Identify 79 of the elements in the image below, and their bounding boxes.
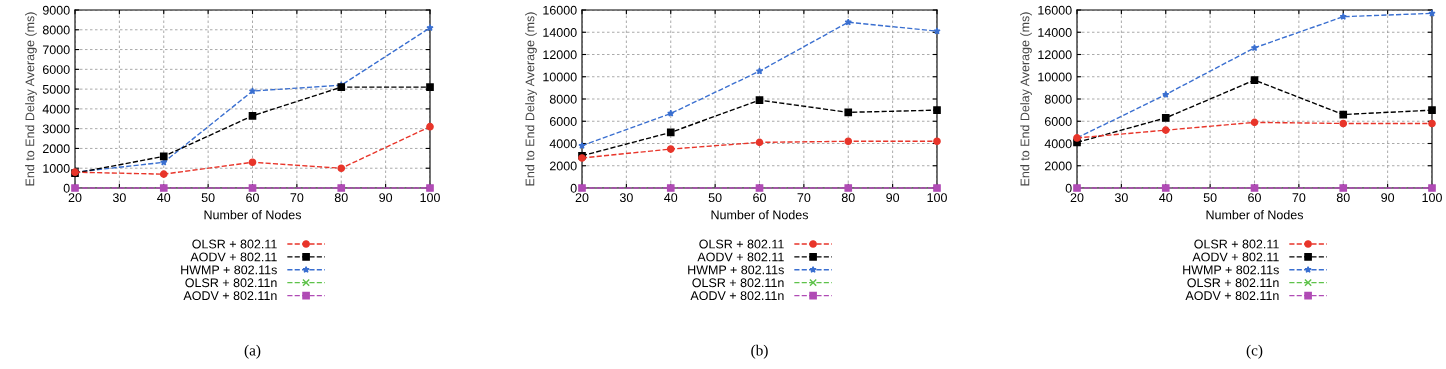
y-tick-label: 2000 [42, 144, 70, 154]
x-tick-label: 50 [708, 193, 722, 203]
legend-label: OLSR + 802.11n [185, 278, 277, 288]
x-tick-label: 80 [334, 193, 348, 203]
legend-label: HWMP + 802.11s [181, 265, 277, 275]
text: (c) [1246, 344, 1263, 359]
x-tick-label: 20 [575, 193, 589, 203]
x-tick-label: 30 [112, 193, 126, 203]
y-tick-label: 14000 [543, 28, 577, 37]
x-tick-label: 100 [420, 193, 440, 203]
y-axis-title: End to End Delay Average (ms) [525, 12, 537, 186]
y-tick-label: 8000 [42, 25, 70, 35]
x-tick-label: 60 [753, 193, 766, 203]
x-tick-label: 40 [1159, 193, 1173, 203]
x-tick-label: 70 [1292, 193, 1306, 203]
legend-label: AODV + 802.11 [1192, 252, 1279, 262]
y-tick-label: 1000 [43, 164, 70, 173]
x-tick-label: 40 [664, 193, 678, 203]
x-tick-label: 90 [886, 193, 900, 203]
y-tick-label: 0 [570, 183, 577, 193]
legend-label: OLSR + 802.11n [692, 278, 784, 288]
y-tick-label: 14000 [1038, 28, 1072, 37]
x-tick-label: 70 [290, 193, 304, 203]
y-tick-label: 2000 [1044, 161, 1072, 171]
legend-label: AODV + 802.11n [183, 291, 277, 301]
y-tick-label: 7000 [42, 45, 70, 55]
y-tick-label: 2000 [549, 161, 577, 171]
x-tick-label: 60 [246, 193, 259, 203]
x-axis-title: Number of Nodes [1206, 210, 1304, 220]
legend-label: OLSR + 802.11n [1187, 278, 1279, 288]
y-tick-label: 6000 [549, 117, 577, 126]
y-tick-label: 12000 [543, 50, 577, 60]
y-tick-label: 4000 [549, 139, 577, 149]
text: (a) [244, 344, 261, 359]
x-tick-label: 90 [1381, 193, 1395, 203]
legend-label: AODV + 802.11 [190, 252, 277, 262]
y-tick-label: 6000 [42, 65, 70, 74]
x-tick-label: 40 [157, 193, 171, 203]
legend-label: OLSR + 802.11 [192, 239, 277, 249]
y-tick-label: 10000 [543, 72, 577, 82]
y-tick-label: 6000 [1044, 117, 1072, 126]
y-tick-label: 0 [1065, 183, 1072, 193]
x-tick-label: 100 [927, 193, 947, 203]
x-axis-title: Number of Nodes [711, 210, 809, 220]
y-tick-label: 0 [63, 183, 70, 193]
legend-label: HWMP + 802.11s [688, 265, 784, 275]
y-tick-label: 8000 [549, 94, 577, 104]
legend-label: OLSR + 802.11 [699, 239, 784, 249]
y-axis-title: End to End Delay Average (ms) [25, 12, 37, 186]
y-tick-label: 16000 [1038, 5, 1072, 15]
y-tick-label: 8000 [1044, 94, 1072, 104]
legend-label: AODV + 802.11n [690, 291, 784, 301]
legend-label: HWMP + 802.11s [1183, 265, 1279, 275]
x-tick-label: 30 [619, 193, 633, 203]
y-tick-label: 16000 [543, 5, 577, 15]
x-tick-label: 90 [379, 193, 393, 203]
x-tick-label: 80 [1336, 193, 1350, 203]
x-tick-label: 50 [1203, 193, 1217, 203]
y-tick-label: 4000 [42, 104, 70, 114]
x-tick-label: 30 [1114, 193, 1128, 203]
y-tick-label: 3000 [42, 124, 70, 134]
y-tick-label: 12000 [1038, 50, 1072, 60]
y-tick-label: 5000 [42, 84, 70, 94]
y-axis-title: End to End Delay Average (ms) [1020, 12, 1032, 186]
y-tick-label: 10000 [1038, 72, 1072, 82]
text: (b) [751, 344, 768, 359]
y-tick-label: 4000 [1044, 139, 1072, 149]
x-tick-label: 70 [797, 193, 811, 203]
x-tick-label: 20 [68, 193, 82, 203]
x-tick-label: 60 [1248, 193, 1261, 203]
x-tick-label: 80 [841, 193, 855, 203]
legend-label: AODV + 802.11n [1185, 291, 1279, 301]
x-tick-label: 50 [201, 193, 215, 203]
legend-label: OLSR + 802.11 [1194, 239, 1279, 249]
y-tick-label: 9000 [42, 5, 70, 15]
x-tick-label: 100 [1422, 193, 1442, 203]
x-tick-label: 20 [1070, 193, 1084, 203]
x-axis-title: Number of Nodes [204, 210, 302, 220]
legend-label: AODV + 802.11 [697, 252, 784, 262]
